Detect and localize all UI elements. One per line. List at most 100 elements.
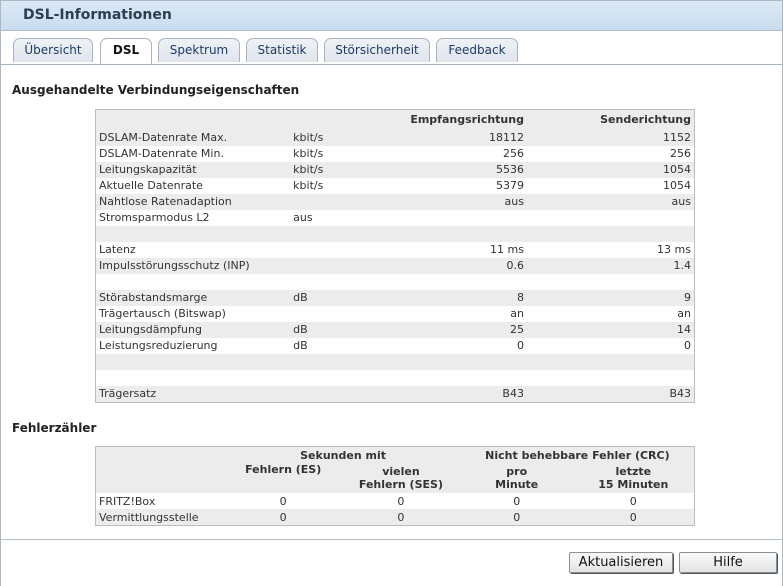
row-label: DSLAM-Datenrate Max.	[95, 129, 291, 146]
table-row: Latenz 11 ms 13 ms	[95, 241, 695, 258]
row-unit: dB	[290, 289, 408, 306]
row-receive	[407, 209, 527, 226]
table-row: Leitungskapazität kbit/s 5536 1054	[95, 161, 695, 178]
table-row: Aktuelle Datenrate kbit/s 5379 1054	[95, 177, 695, 194]
row-unit	[290, 257, 408, 274]
row-unit: kbit/s	[290, 145, 408, 162]
row-es: 0	[225, 493, 342, 509]
row-receive: B43	[407, 385, 527, 402]
help-button[interactable]: Hilfe	[679, 552, 777, 573]
row-receive: 5536	[407, 161, 527, 178]
tab-statistik[interactable]: Statistik	[246, 38, 318, 62]
row-send	[526, 273, 695, 290]
tab-spektrum[interactable]: Spektrum	[158, 38, 240, 62]
table-row: Leistungsreduzierung dB 0 0	[95, 337, 695, 354]
row-label	[95, 369, 291, 386]
row-per-minute: 0	[460, 509, 573, 526]
row-unit: kbit/s	[290, 129, 408, 146]
row-label: DSLAM-Datenrate Min.	[95, 145, 291, 162]
row-unit	[290, 353, 408, 370]
row-label	[95, 273, 291, 290]
row-unit: dB	[290, 337, 408, 354]
row-label: Trägertausch (Bitswap)	[95, 305, 291, 322]
row-label: Impulsstörungsschutz (INP)	[95, 257, 291, 274]
row-unit	[290, 385, 408, 402]
table-row	[95, 369, 695, 386]
row-receive: 0	[407, 337, 527, 354]
table-row	[95, 273, 695, 290]
row-receive: 8	[407, 289, 527, 306]
row-send: 1.4	[526, 257, 695, 274]
refresh-button[interactable]: Aktualisieren	[569, 552, 673, 573]
content-panel: Ausgehandelte Verbindungseigenschaften E…	[1, 64, 782, 539]
row-unit	[290, 273, 408, 290]
tab-uebersicht[interactable]: Übersicht	[13, 38, 93, 62]
row-send: B43	[526, 385, 695, 402]
row-send	[526, 209, 695, 226]
header-seconds-with: Sekunden mit	[225, 446, 461, 463]
title-bar: DSL-Informationen	[1, 1, 782, 31]
row-receive	[407, 353, 527, 370]
row-last-15: 0	[572, 509, 695, 526]
row-unit: dB	[290, 321, 408, 338]
table-row: Impulsstörungsschutz (INP) 0.6 1.4	[95, 257, 695, 274]
table-row: Störabstandsmarge dB 8 9	[95, 289, 695, 306]
table-row: Trägertausch (Bitswap) an an	[95, 305, 695, 322]
row-label: Leitungsdämpfung	[95, 321, 291, 338]
row-send: 9	[526, 289, 695, 306]
row-es: 0	[225, 509, 342, 526]
row-receive: 11 ms	[407, 241, 527, 258]
row-label: Störabstandsmarge	[95, 289, 291, 306]
row-receive	[407, 369, 527, 386]
row-send: 1152	[526, 129, 695, 146]
tab-dsl[interactable]: DSL	[100, 38, 152, 64]
row-unit: aus	[290, 209, 408, 226]
header-per-minute: pro Minute	[460, 463, 573, 493]
row-label	[95, 225, 291, 242]
table-row: Trägersatz B43 B43	[95, 385, 695, 402]
row-receive: 0.6	[407, 257, 527, 274]
row-label: Trägersatz	[95, 385, 291, 402]
row-receive: 5379	[407, 177, 527, 194]
row-send: 0	[526, 337, 695, 354]
row-send: 14	[526, 321, 695, 338]
table-row: FRITZ!Box 0 0 0 0	[95, 493, 695, 509]
row-per-minute: 0	[460, 493, 573, 509]
table-row: DSLAM-Datenrate Max. kbit/s 18112 1152	[95, 129, 695, 146]
header-send: Senderichtung	[526, 109, 695, 130]
errors-section-title: Fehlerzähler	[12, 421, 97, 435]
window-title: DSL-Informationen	[23, 7, 172, 23]
connection-table: Empfangsrichtung Senderichtung DSLAM-Dat…	[95, 109, 695, 403]
row-send: 13 ms	[526, 241, 695, 258]
table-row	[95, 225, 695, 242]
row-label: FRITZ!Box	[95, 493, 226, 509]
header-es: Fehlern (ES)	[225, 463, 342, 493]
error-counter-table: Sekunden mit Nicht behebbare Fehler (CRC…	[95, 446, 695, 526]
row-label: Leitungskapazität	[95, 161, 291, 178]
row-send: aus	[526, 193, 695, 210]
row-unit: kbit/s	[290, 177, 408, 194]
row-label: Aktuelle Datenrate	[95, 177, 291, 194]
header-ses: vielen Fehlern (SES)	[341, 463, 461, 493]
row-send: 1054	[526, 177, 695, 194]
table-row: Leitungsdämpfung dB 25 14	[95, 321, 695, 338]
row-ses: 0	[341, 493, 461, 509]
button-bar: Aktualisieren Hilfe	[1, 539, 782, 586]
row-send: 256	[526, 145, 695, 162]
tab-stoersicherheit[interactable]: Störsicherheit	[324, 38, 430, 62]
row-receive	[407, 273, 527, 290]
row-label: Vermittlungsstelle	[95, 509, 226, 526]
row-unit	[290, 225, 408, 242]
row-receive: aus	[407, 193, 527, 210]
row-unit	[290, 369, 408, 386]
tab-feedback[interactable]: Feedback	[436, 38, 518, 62]
row-unit	[290, 193, 408, 210]
row-unit: kbit/s	[290, 161, 408, 178]
row-label: Leistungsreduzierung	[95, 337, 291, 354]
row-label: Stromsparmodus L2	[95, 209, 291, 226]
table-row: DSLAM-Datenrate Min. kbit/s 256 256	[95, 145, 695, 162]
connection-section-title: Ausgehandelte Verbindungseigenschaften	[12, 83, 300, 97]
row-last-15: 0	[572, 493, 695, 509]
row-receive	[407, 225, 527, 242]
